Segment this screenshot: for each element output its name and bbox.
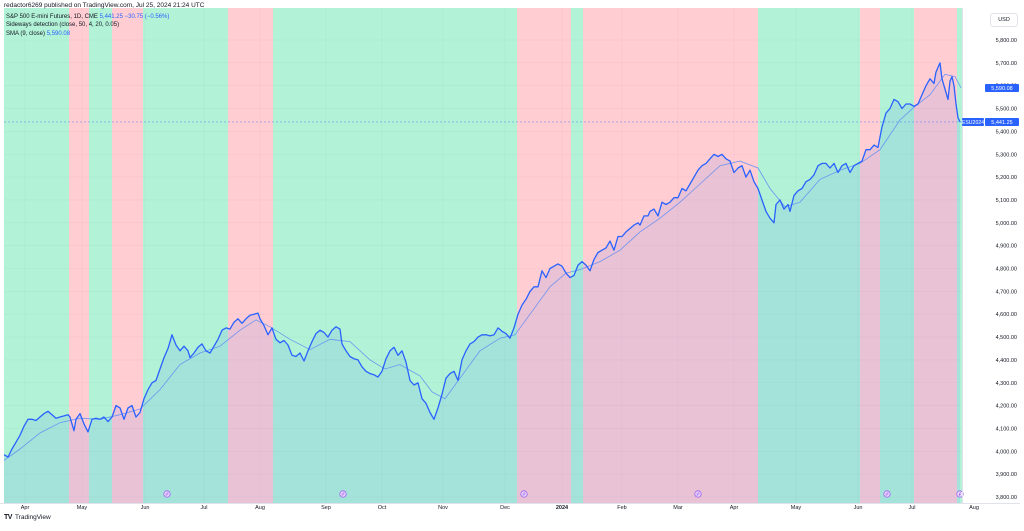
chart-legend: S&P 500 E-mini Futures, 1D, CME 5,441.25… bbox=[6, 13, 169, 38]
region-sideways bbox=[571, 8, 583, 503]
earnings-event-icon[interactable] bbox=[956, 490, 964, 498]
price-tick-label: 4,300.00 bbox=[996, 381, 1017, 387]
price-tick-label: 5,200.00 bbox=[996, 175, 1017, 181]
price-tick-label: 5,800.00 bbox=[996, 38, 1017, 44]
price-tags: 5,590.08 ESU2024 5,441.25 bbox=[962, 84, 1019, 126]
legend-indicator-sideways-label: Sideways detection (close, 50, 4, 20, 0.… bbox=[6, 22, 120, 29]
time-tick-label: Sep bbox=[321, 505, 331, 511]
price-tick-label: 4,100.00 bbox=[996, 426, 1017, 432]
price-tick-label: 5,500.00 bbox=[996, 107, 1017, 113]
time-tick-label: Dec bbox=[500, 505, 510, 511]
time-tick-label: Aug bbox=[969, 505, 979, 511]
time-tick-label: May bbox=[77, 505, 88, 511]
time-tick-label: Apr bbox=[730, 505, 739, 511]
time-tick-label: Jul bbox=[200, 505, 207, 511]
legend-last-price: 5,441.25 bbox=[99, 14, 123, 20]
price-tick-label: 4,700.00 bbox=[996, 289, 1017, 295]
price-tick-label: 5,300.00 bbox=[996, 152, 1017, 158]
currency-button[interactable]: USD bbox=[990, 13, 1018, 27]
region-sideways bbox=[143, 8, 228, 503]
price-tick-label: 4,800.00 bbox=[996, 267, 1017, 273]
price-tick-label: 4,900.00 bbox=[996, 244, 1017, 250]
sma-price-tag bbox=[985, 84, 1019, 92]
sideways-regions bbox=[4, 8, 962, 503]
last-price-tag-text: 5,441.25 bbox=[991, 120, 1012, 126]
price-tick-label: 4,000.00 bbox=[996, 449, 1017, 455]
rollover-event-icon[interactable] bbox=[883, 490, 891, 498]
price-tick-label: 3,900.00 bbox=[996, 472, 1017, 478]
event-markers[interactable] bbox=[163, 490, 964, 498]
price-axis[interactable]: 5,800.005,700.005,600.005,500.005,400.00… bbox=[996, 38, 1017, 501]
published-by-text: redactor6269 published on TradingView.co… bbox=[4, 2, 205, 9]
time-tick-label: May bbox=[791, 505, 802, 511]
region-trending bbox=[860, 8, 880, 503]
region-trending bbox=[583, 8, 758, 503]
time-tick-label: Apr bbox=[21, 505, 30, 511]
region-sideways bbox=[273, 8, 517, 503]
time-tick-label: Jun bbox=[854, 505, 863, 511]
price-tick-label: 4,400.00 bbox=[996, 358, 1017, 364]
legend-change: −30.75 (−0.56%) bbox=[124, 14, 170, 20]
last-price-tag bbox=[985, 118, 1019, 126]
symbol-tag bbox=[962, 118, 984, 126]
time-tick-label: Aug bbox=[255, 505, 265, 511]
sma-price-tag-text: 5,590.08 bbox=[991, 86, 1012, 92]
tradingview-logo-icon: TV bbox=[4, 514, 12, 521]
price-tick-label: 4,200.00 bbox=[996, 404, 1017, 410]
symbol-tag-text: ESU2024 bbox=[962, 120, 984, 126]
price-tick-label: 4,500.00 bbox=[996, 335, 1017, 341]
time-tick-label: Jun bbox=[141, 505, 150, 511]
legend-sma-label: SMA (9, close) bbox=[6, 30, 46, 37]
region-sideways bbox=[880, 8, 914, 503]
region-trending bbox=[112, 8, 143, 503]
legend-sma-value: 5,590.08 bbox=[46, 30, 71, 37]
time-tick-label: 2024 bbox=[556, 505, 569, 511]
region-trending bbox=[517, 8, 571, 503]
time-tick-label: Jul bbox=[908, 505, 915, 511]
price-tick-label: 4,600.00 bbox=[996, 312, 1017, 318]
price-axis-divider bbox=[962, 8, 963, 504]
time-tick-label: Feb bbox=[617, 505, 626, 511]
price-line[interactable] bbox=[3, 62, 961, 458]
rollover-event-icon[interactable] bbox=[339, 490, 347, 498]
region-trending bbox=[228, 8, 273, 503]
time-tick-label: Nov bbox=[438, 505, 448, 511]
time-axis-divider bbox=[0, 503, 1020, 504]
time-tick-label: Oct bbox=[378, 505, 387, 511]
price-tick-label: 5,400.00 bbox=[996, 129, 1017, 135]
price-tick-label: 5,700.00 bbox=[996, 61, 1017, 67]
price-tick-label: 3,800.00 bbox=[996, 495, 1017, 501]
legend-symbol: S&P 500 E-mini Futures, 1D, CME bbox=[6, 14, 98, 20]
price-tick-label: 5,000.00 bbox=[996, 221, 1017, 227]
rollover-event-icon[interactable] bbox=[520, 490, 528, 498]
price-tick-label: 5,100.00 bbox=[996, 198, 1017, 204]
price-area-fill bbox=[4, 62, 960, 504]
region-trending bbox=[914, 8, 957, 503]
region-sideways bbox=[758, 8, 860, 503]
footer-brand-text: TradingView bbox=[14, 514, 51, 521]
region-sideways bbox=[89, 8, 112, 503]
legend-indicator-sideways[interactable]: Sideways detection (close, 50, 4, 20, 0.… bbox=[6, 21, 169, 29]
legend-indicator-sma[interactable]: SMA (9, close) 5,590.08 bbox=[6, 30, 169, 38]
footer-brand: TV TradingView bbox=[4, 514, 51, 521]
rollover-event-icon[interactable] bbox=[163, 490, 171, 498]
legend-symbol-row[interactable]: S&P 500 E-mini Futures, 1D, CME 5,441.25… bbox=[6, 13, 169, 21]
time-axis[interactable]: Apr May Jun Jul Aug Sep Oct Nov Dec 2024 Feb Mar Apr… bbox=[21, 505, 979, 511]
time-tick-label: Mar bbox=[673, 505, 683, 511]
sma-line[interactable] bbox=[3, 73, 962, 461]
region-sideways bbox=[957, 8, 962, 503]
rollover-event-icon[interactable] bbox=[694, 490, 702, 498]
region-trending bbox=[69, 8, 89, 503]
